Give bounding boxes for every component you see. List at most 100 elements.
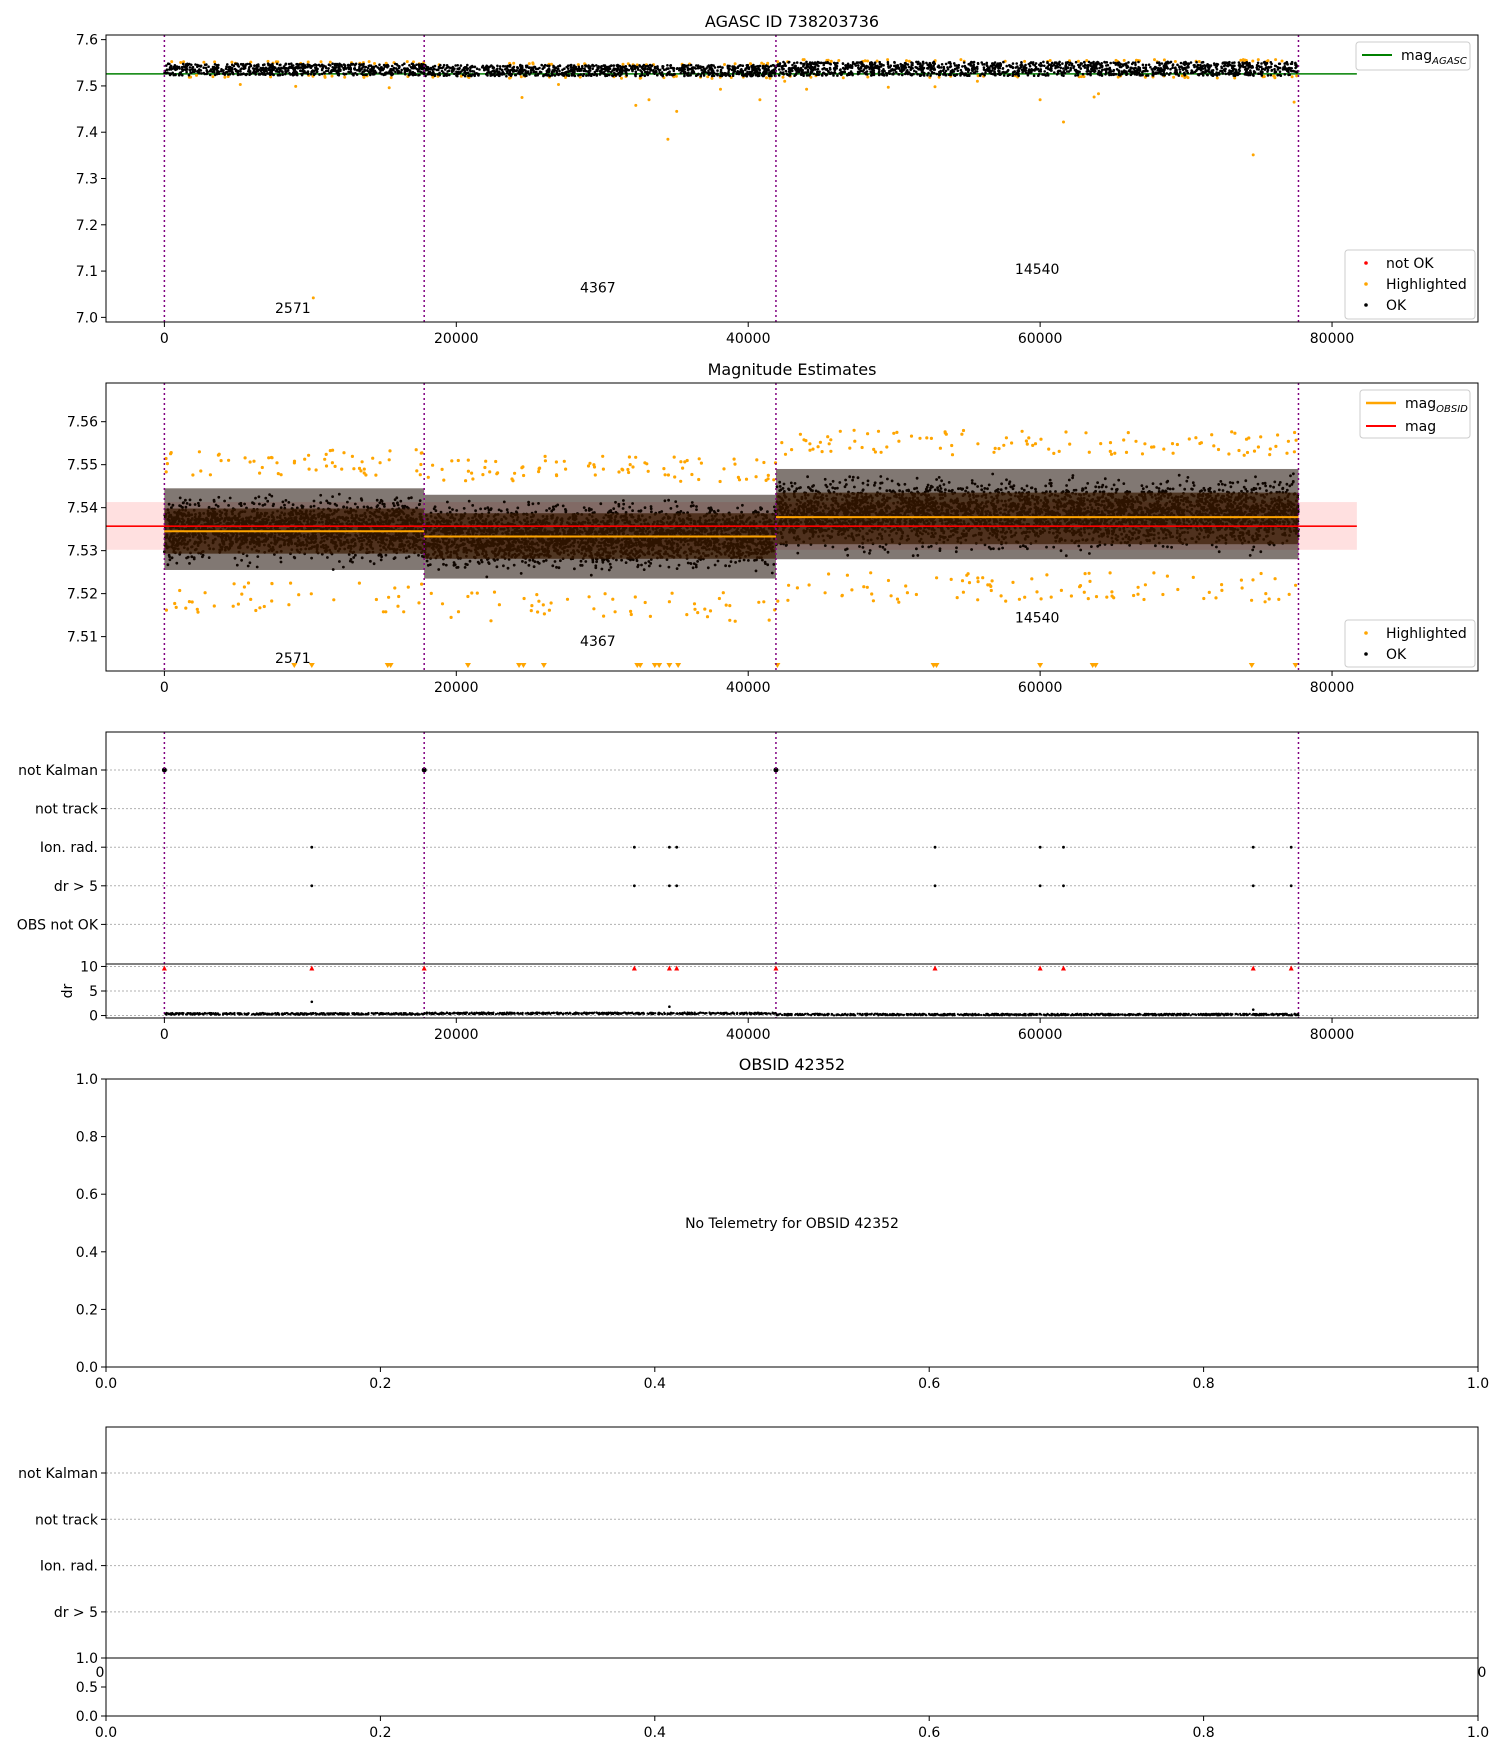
axes-frame xyxy=(105,382,1479,672)
below-range-marker xyxy=(1248,663,1255,668)
y-tick-label: 0.4 xyxy=(76,1245,98,1261)
below-range-marker xyxy=(675,663,682,668)
y-tick-label: 1.0 xyxy=(76,1651,98,1667)
dr-clipped-marker xyxy=(674,965,680,971)
x-tick-label: 80000 xyxy=(1310,331,1355,347)
x-tick-label: 0.8 xyxy=(1192,1725,1214,1741)
legend-label-subscript: AGASC xyxy=(1431,56,1467,67)
dr-axis-label: dr xyxy=(60,983,76,998)
flag-label: Ion. rad. xyxy=(40,840,98,856)
x-tick-label: 1.0 xyxy=(1467,1376,1489,1392)
below-range-marker xyxy=(520,663,527,668)
x-tick-label: 0.6 xyxy=(918,1725,940,1741)
below-range-marker xyxy=(291,663,298,668)
below-range-marker xyxy=(464,663,471,668)
dr-clipped-marker xyxy=(666,965,672,971)
below-range-marker xyxy=(666,663,673,668)
axes-frame xyxy=(105,34,1479,323)
legend-marker xyxy=(1364,303,1368,307)
y-tick-label: 7.54 xyxy=(67,501,98,517)
obsid-count-label: 14540 xyxy=(1015,610,1060,626)
y-tick-label: 7.2 xyxy=(76,218,98,234)
legend-frame xyxy=(1344,249,1476,320)
axes-frame xyxy=(105,1078,1479,1368)
y-tick-label: 10 xyxy=(80,959,98,975)
y-tick-label: 7.0 xyxy=(76,310,98,326)
y-tick-label: 7.3 xyxy=(76,172,98,188)
obsid-count-label: 2571 xyxy=(275,651,311,667)
legend-label-mag: mag xyxy=(1405,419,1436,435)
obsid-count-label: 4367 xyxy=(580,280,616,296)
no-telemetry-message: No Telemetry for OBSID 42352 xyxy=(685,1216,899,1232)
x-tick-label: 40000 xyxy=(726,331,771,347)
flag-label: dr > 5 xyxy=(54,1605,98,1621)
highlighted-points xyxy=(170,58,1299,300)
y-tick-label: 7.56 xyxy=(67,415,98,431)
y-tick-label: 7.6 xyxy=(76,33,98,49)
below-range-marker xyxy=(1092,663,1099,668)
x-tick-label: 20000 xyxy=(434,1027,479,1043)
chart-title: Magnitude Estimates xyxy=(708,360,877,379)
legend-label-mag-agasc: magAGASC xyxy=(1401,48,1467,67)
y-tick-label: 0.8 xyxy=(76,1130,98,1146)
x-tick-label: 0.8 xyxy=(1192,1376,1214,1392)
legend-label: OK xyxy=(1386,298,1407,314)
below-range-marker xyxy=(651,663,658,668)
dr-clipped-marker xyxy=(773,965,779,971)
x-tick-label: 80000 xyxy=(1310,680,1355,696)
dr-clipped-marker xyxy=(1288,965,1294,971)
panel-flags: not Kalman not track Ion. rad. dr > 5 OBS no… xyxy=(17,731,1479,1043)
y-tick-label: 7.4 xyxy=(76,125,98,141)
x-tick-label: 0 xyxy=(160,1027,169,1043)
flags-frame xyxy=(105,1426,1479,1659)
x-tick-label: 1.0 xyxy=(1467,1725,1489,1741)
panel-agasc: AGASC ID 738203736 2571 4367 14540 0 20000 400… xyxy=(76,12,1479,347)
flag-label: dr > 5 xyxy=(54,879,98,895)
ok-points xyxy=(163,60,1300,78)
x-tick-label: 0 xyxy=(160,680,169,696)
x-tick-label: 0.0 xyxy=(95,1725,117,1741)
flag-point xyxy=(933,884,937,888)
below-range-marker xyxy=(1037,663,1044,668)
overlapped-tick-fragment: 0 xyxy=(96,1665,105,1681)
legend-label: not OK xyxy=(1386,256,1434,272)
dr-clipped-marker xyxy=(631,965,637,971)
below-range-marker xyxy=(516,663,523,668)
obsid-count-label: 14540 xyxy=(1015,262,1060,278)
legend-label: OK xyxy=(1386,647,1407,663)
y-tick-label: 0.5 xyxy=(76,1680,98,1696)
flag-label: Ion. rad. xyxy=(40,1559,98,1575)
flag-point xyxy=(632,884,636,888)
flag-point xyxy=(632,845,636,849)
flag-point xyxy=(1251,845,1255,849)
flag-point xyxy=(161,767,167,773)
dr-points xyxy=(164,1011,1300,1017)
flag-point xyxy=(1038,845,1042,849)
dr-spike-point xyxy=(310,1000,314,1004)
flag-point xyxy=(1038,884,1042,888)
x-tick-label: 0.0 xyxy=(95,1376,117,1392)
x-tick-label: 80000 xyxy=(1310,1027,1355,1043)
plot-area xyxy=(106,428,1357,668)
dr-clipped-marker xyxy=(309,965,315,971)
legend-label-mag: mag xyxy=(1401,48,1432,64)
legend-frame xyxy=(1344,619,1476,668)
y-tick-label: 7.52 xyxy=(67,587,98,603)
chart-title: AGASC ID 738203736 xyxy=(705,12,879,31)
chart-title: OBSID 42352 xyxy=(739,1055,845,1074)
mag-obsid-band xyxy=(775,492,1299,545)
dr-spike-point xyxy=(1251,1008,1255,1011)
flag-point xyxy=(310,845,314,849)
below-range-marker xyxy=(308,663,315,668)
below-range-marker xyxy=(387,663,394,668)
y-tick-label: 1.0 xyxy=(76,1072,98,1088)
x-tick-label: 0.4 xyxy=(644,1376,666,1392)
obsid-count-label: 2571 xyxy=(275,301,311,317)
flag-point xyxy=(1062,845,1065,849)
y-tick-label: 7.53 xyxy=(67,544,98,560)
y-tick-label: 7.55 xyxy=(67,458,98,474)
x-tick-label: 0.2 xyxy=(369,1725,391,1741)
x-tick-label: 60000 xyxy=(1018,680,1063,696)
dr-clipped-marker xyxy=(1060,965,1066,971)
